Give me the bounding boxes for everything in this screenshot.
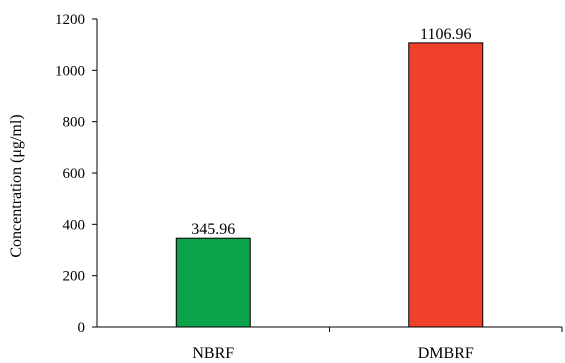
y-axis-title: Concentration (μg/ml) bbox=[8, 114, 25, 257]
bar-nbrf bbox=[175, 237, 251, 328]
x-tick-label: DMBRF bbox=[418, 345, 474, 362]
y-tick-label: 1000 bbox=[55, 63, 85, 79]
y-tick-label: 600 bbox=[63, 166, 86, 182]
plot-area: 0 200 400 600 800 1000 1200 345.96 NBRF 1106.96 DM… bbox=[55, 12, 563, 362]
bar-dmbrf bbox=[408, 42, 484, 328]
data-label: 345.96 bbox=[191, 221, 235, 238]
y-tick-label: 0 bbox=[78, 320, 86, 336]
y-tick-label: 1200 bbox=[55, 12, 85, 28]
y-tick-label: 400 bbox=[63, 217, 86, 233]
y-tick-label: 800 bbox=[63, 115, 86, 131]
y-tick-label: 200 bbox=[63, 269, 86, 285]
data-label: 1106.96 bbox=[420, 26, 471, 43]
x-tick-label: NBRF bbox=[192, 345, 234, 362]
